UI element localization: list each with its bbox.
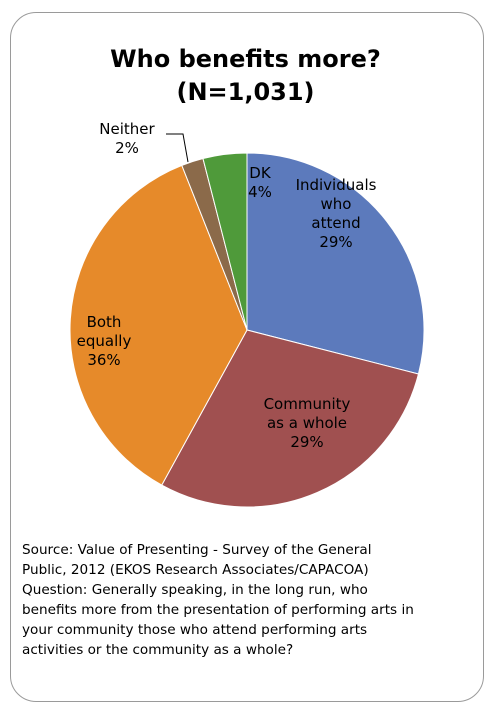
pie-chart: Individuals who attend 29% Community as a who… [69,120,425,508]
pie-slice [202,152,248,331]
caption-line: activities or the community as a whole? [22,642,294,658]
chart-subtitle: (N=1,031) [176,78,315,106]
slice-label: Both equally 36% [77,313,132,369]
pie-slice [69,164,248,486]
caption-line: Question: Generally speaking, in the lon… [22,582,368,598]
caption-line: Source: Value of Presenting - Survey of … [22,542,372,558]
pie-slice [246,152,425,375]
slice-label: Neither 2% [99,120,155,157]
chart-title: Who benefits more? [110,45,381,73]
slice-label: Community as a whole 29% [264,395,351,451]
caption-line: your community those who attend performi… [22,622,368,638]
source-caption: Source: Value of Presenting - Survey of … [22,540,472,660]
leader-line [166,133,189,163]
caption-line: Public, 2012 (EKOS Research Associates/C… [22,562,369,578]
slice-label: Individuals who attend 29% [296,176,377,251]
caption-line: benefits more from the presentation of p… [22,602,414,618]
pie-slice [161,329,420,508]
slice-label: DK 4% [248,164,272,201]
